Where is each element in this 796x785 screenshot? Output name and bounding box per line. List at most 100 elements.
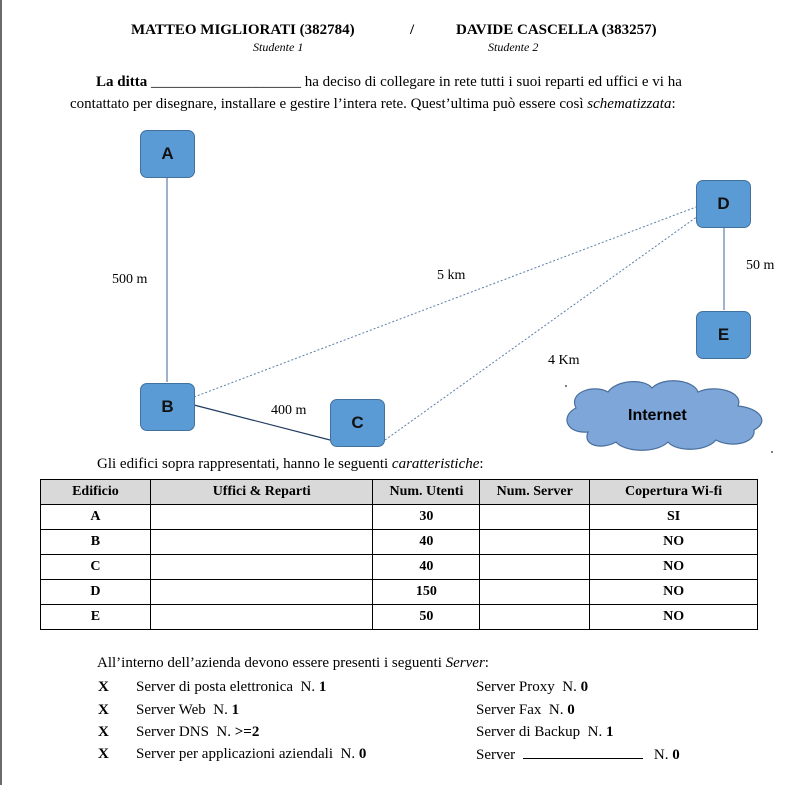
- cell-edificio: A: [40, 504, 151, 530]
- server-label: Server Proxy: [476, 679, 555, 695]
- network-diagram: [166, 178, 773, 453]
- cell-utenti: 30: [372, 504, 481, 530]
- intro-paragraph: La ditta ____________________ ha deciso …: [70, 71, 750, 115]
- server-item-backup: Server di Backup N. 1: [476, 724, 613, 741]
- server-item-applicazioni: X Server per applicazioni aziendali N. 0: [98, 746, 366, 763]
- intro-text1: ha deciso di collegare in rete tutti i s…: [301, 74, 682, 90]
- cell-wifi: NO: [589, 554, 758, 580]
- server-item-web: X Server Web N. 1: [98, 702, 239, 719]
- server-n: N.: [213, 702, 228, 718]
- server-item-fax: Server Fax N. 0: [476, 702, 575, 719]
- cell-edificio: C: [40, 554, 151, 580]
- cell-utenti: 40: [372, 554, 481, 580]
- col-edificio: Edificio: [40, 479, 151, 505]
- table-caption: Gli edifici sopra rappresentati, hanno l…: [97, 456, 484, 473]
- cell-edificio: B: [40, 529, 151, 555]
- server-label: Server DNS: [136, 724, 209, 740]
- servers-title: All’interno dell’azienda devono essere p…: [97, 655, 489, 672]
- intro-text2-end: :: [671, 96, 676, 112]
- server-item-proxy: Server Proxy N. 0: [476, 679, 588, 696]
- cell-utenti: 50: [372, 604, 481, 630]
- cell-server: [479, 504, 591, 530]
- cell-server: [479, 579, 591, 605]
- table-row: D 150 NO: [40, 579, 758, 605]
- table-caption-end: :: [479, 456, 484, 472]
- server-blank: [522, 746, 643, 759]
- cell-uffici: [149, 579, 374, 605]
- table-caption-italic: caratteristiche: [391, 456, 480, 472]
- page-edge: [0, 0, 2, 785]
- check-mark: X: [98, 724, 109, 740]
- col-num-utenti: Num. Utenti: [372, 479, 481, 505]
- cell-wifi: SI: [589, 504, 758, 530]
- server-count: 1: [231, 702, 240, 718]
- student1-role: Studente 1: [253, 40, 304, 54]
- cell-server: [479, 529, 591, 555]
- cell-wifi: NO: [589, 579, 758, 605]
- node-b: B: [140, 383, 195, 431]
- servers-title-italic: Server: [445, 655, 485, 671]
- server-n: N.: [548, 702, 564, 718]
- link-b-c: [193, 404, 331, 441]
- node-c: C: [330, 399, 385, 447]
- internet-cloud-icon: [566, 380, 763, 451]
- check-mark: X: [98, 746, 109, 762]
- header-separator: /: [410, 22, 415, 38]
- label-d-e: 50 m: [746, 258, 775, 273]
- internet-label: Internet: [628, 407, 687, 424]
- node-e: E: [696, 311, 751, 359]
- cell-uffici: [149, 554, 374, 580]
- student1-name: MATTEO MIGLIORATI (382784): [131, 22, 355, 38]
- student2-role: Studente 2: [488, 40, 539, 54]
- intro-text2-italic: schematizzata: [587, 96, 672, 112]
- server-count: >=2: [234, 724, 260, 740]
- server-n: N.: [216, 724, 231, 740]
- server-n: N.: [340, 746, 356, 762]
- cell-wifi: NO: [589, 604, 758, 630]
- server-n: N.: [300, 679, 316, 695]
- table-header-row: Edificio Uffici & Reparti Num. Utenti Nu…: [40, 479, 758, 505]
- server-label: Server per applicazioni aziendali: [136, 746, 333, 762]
- server-item-other: Server N. 0: [476, 746, 680, 764]
- cell-server: [479, 604, 591, 630]
- label-b-d: 5 km: [437, 268, 466, 283]
- server-label: Server di posta elettronica: [136, 679, 294, 695]
- intro-blank: ____________________: [151, 74, 302, 90]
- table-row: B 40 NO: [40, 529, 758, 555]
- server-label: Server Fax: [476, 702, 542, 718]
- diagram-dot: [771, 451, 773, 453]
- server-item-dns: X Server DNS N. >=2: [98, 724, 259, 741]
- buildings-table: Edificio Uffici & Reparti Num. Utenti Nu…: [40, 479, 758, 630]
- label-b-c: 400 m: [271, 403, 307, 418]
- table-row: E 50 NO: [40, 604, 758, 630]
- link-c-d: [384, 215, 699, 441]
- server-n: N.: [562, 679, 577, 695]
- server-label: Server di Backup: [476, 724, 581, 740]
- check-mark: X: [98, 679, 109, 695]
- server-n: N.: [653, 747, 669, 763]
- servers-title-end: :: [484, 655, 489, 671]
- server-count: 0: [672, 747, 680, 763]
- col-copertura-wifi: Copertura Wi-fi: [589, 479, 758, 505]
- cell-uffici: [149, 529, 374, 555]
- server-count: 0: [567, 702, 575, 718]
- server-label: Server: [476, 747, 516, 763]
- table-caption-text: Gli edifici sopra rappresentati, hanno l…: [97, 456, 392, 472]
- cell-utenti: 150: [372, 579, 481, 605]
- cell-uffici: [149, 604, 374, 630]
- label-a-b: 500 m: [112, 272, 148, 287]
- diagram-dot: [565, 385, 567, 387]
- col-num-server: Num. Server: [479, 479, 591, 505]
- server-count: 1: [605, 724, 614, 740]
- cell-edificio: D: [40, 579, 151, 605]
- cell-edificio: E: [40, 604, 151, 630]
- server-count: 0: [580, 679, 589, 695]
- cell-server: [479, 554, 591, 580]
- table-row: C 40 NO: [40, 554, 758, 580]
- server-count: 1: [318, 679, 327, 695]
- label-c-d: 4 Km: [548, 353, 580, 368]
- cell-utenti: 40: [372, 529, 481, 555]
- table-row: A 30 SI: [40, 504, 758, 530]
- server-label: Server Web: [136, 702, 206, 718]
- node-d: D: [696, 180, 751, 228]
